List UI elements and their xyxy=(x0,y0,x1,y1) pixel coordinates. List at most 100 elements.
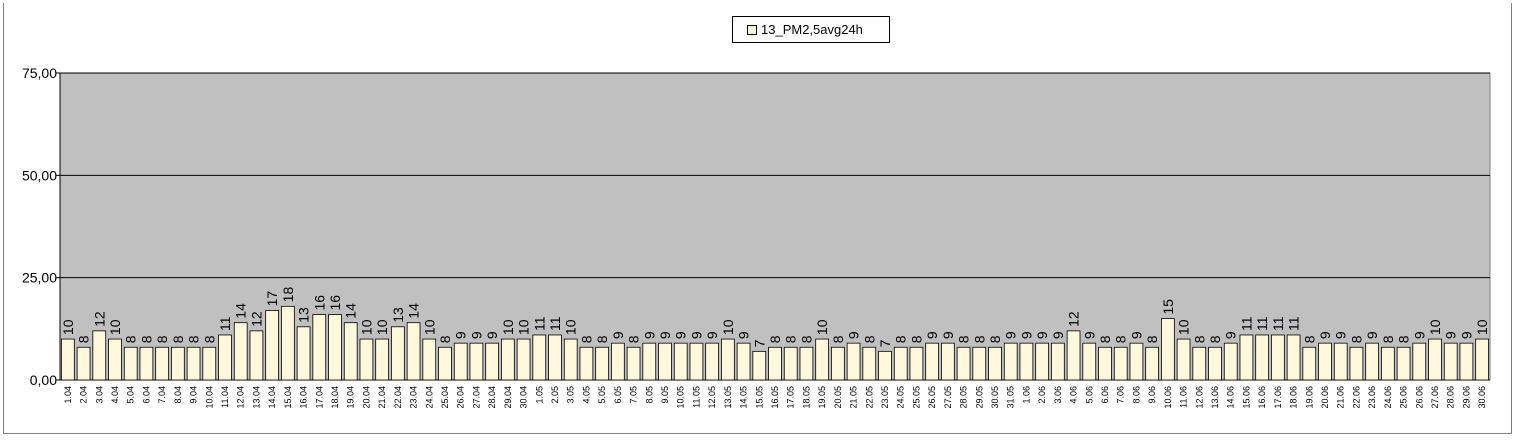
x-tick-label: 15.05 xyxy=(754,386,764,409)
bar xyxy=(626,346,641,381)
x-tick-label: 26.05 xyxy=(927,386,937,409)
data-label: 11 xyxy=(1270,316,1286,331)
data-label: 9 xyxy=(1333,331,1349,339)
x-tick-label: 1.06 xyxy=(1021,386,1031,404)
data-label: 11 xyxy=(1254,316,1270,331)
data-label: 9 xyxy=(1443,331,1459,339)
bar xyxy=(1051,342,1065,381)
data-label: 8 xyxy=(170,335,186,343)
bar xyxy=(831,346,845,381)
x-tick-label: 16.05 xyxy=(770,386,780,409)
data-label: 9 xyxy=(1050,331,1066,339)
x-tick-label: 7.06 xyxy=(1116,386,1126,404)
x-tick-label: 2.05 xyxy=(550,386,560,404)
x-tick-label: 4.04 xyxy=(110,386,120,404)
data-label: 10 xyxy=(720,319,736,335)
bar xyxy=(108,338,122,381)
bar xyxy=(202,346,217,381)
data-label: 9 xyxy=(657,331,673,339)
data-label: 14 xyxy=(406,303,422,319)
x-tick-label: 12.06 xyxy=(1194,386,1204,409)
bar xyxy=(296,326,311,381)
bar xyxy=(878,350,892,381)
bar xyxy=(1271,334,1285,381)
legend: 13_PM2,5avg24h xyxy=(732,16,890,43)
data-label: 8 xyxy=(1207,335,1223,343)
bar xyxy=(972,346,987,381)
bar xyxy=(721,338,735,381)
x-tick-label: 18.05 xyxy=(801,386,811,409)
data-label: 11 xyxy=(217,316,233,331)
x-tick-label: 27.04 xyxy=(471,386,481,409)
bar xyxy=(736,342,751,381)
data-label: 10 xyxy=(421,319,437,335)
x-tick-label: 8.06 xyxy=(1131,386,1141,404)
data-label: 8 xyxy=(1097,335,1113,343)
bar xyxy=(642,342,657,381)
x-tick-label: 23.04 xyxy=(409,386,419,409)
bar xyxy=(579,346,594,381)
bar xyxy=(469,342,484,381)
data-label: 8 xyxy=(1348,335,1364,343)
x-tick-label: 22.05 xyxy=(864,386,874,409)
x-tick-label: 14.05 xyxy=(739,386,749,409)
bar xyxy=(312,314,327,381)
data-label: 17 xyxy=(264,291,280,307)
bar xyxy=(1192,346,1207,381)
data-label: 11 xyxy=(1286,316,1302,331)
x-tick-label: 20.04 xyxy=(361,386,371,409)
bar xyxy=(501,338,515,381)
data-label: 9 xyxy=(1223,331,1239,339)
data-label: 11 xyxy=(1238,316,1254,331)
data-label: 10 xyxy=(563,319,579,335)
data-label: 8 xyxy=(971,335,987,343)
data-label: 8 xyxy=(1380,335,1396,343)
bar xyxy=(1019,342,1034,381)
data-label: 8 xyxy=(767,335,783,343)
bar xyxy=(1396,346,1411,381)
data-label: 9 xyxy=(1458,331,1474,339)
x-tick-label: 27.06 xyxy=(1430,386,1440,409)
x-tick-label: 17.04 xyxy=(314,386,324,409)
x-tick-label: 23.06 xyxy=(1367,386,1377,409)
bar xyxy=(1176,338,1191,381)
x-tick-label: 29.04 xyxy=(503,386,513,409)
data-label: 8 xyxy=(893,335,909,343)
x-tick-label: 28.06 xyxy=(1446,386,1456,409)
bar xyxy=(1113,346,1128,381)
x-tick-label: 11.06 xyxy=(1179,386,1189,408)
x-tick-label: 1.05 xyxy=(534,386,544,404)
data-label: 9 xyxy=(453,331,469,339)
x-tick-label: 7.05 xyxy=(629,386,639,404)
x-tick-label: 7.04 xyxy=(157,386,167,404)
data-label: 11 xyxy=(531,316,547,331)
data-label: 10 xyxy=(1427,319,1443,335)
data-label: 8 xyxy=(1191,335,1207,343)
data-label: 7 xyxy=(877,339,893,347)
data-label: 8 xyxy=(1396,335,1412,343)
legend-swatch xyxy=(747,24,757,35)
bar xyxy=(893,346,908,381)
bar xyxy=(1365,342,1379,381)
bar xyxy=(658,342,672,381)
data-label: 9 xyxy=(1128,331,1144,339)
x-tick-label: 15.04 xyxy=(283,386,293,409)
data-label: 10 xyxy=(107,319,123,335)
bar xyxy=(1129,342,1144,381)
x-tick-label: 30.04 xyxy=(519,386,529,409)
data-label: 8 xyxy=(594,335,610,343)
x-tick-label: 10.06 xyxy=(1163,386,1173,409)
x-tick-label: 16.04 xyxy=(299,386,309,409)
bar xyxy=(1381,346,1395,381)
data-label: 16 xyxy=(327,295,343,311)
bar xyxy=(532,334,547,381)
y-tick-label: 75,00 xyxy=(22,65,57,81)
bar xyxy=(705,342,719,381)
bar xyxy=(92,330,107,381)
bar xyxy=(548,334,562,381)
x-tick-label: 19.06 xyxy=(1304,386,1314,409)
data-label: 9 xyxy=(484,331,500,339)
bar xyxy=(1161,318,1175,381)
x-tick-label: 11.04 xyxy=(220,386,230,408)
bar xyxy=(752,350,767,381)
